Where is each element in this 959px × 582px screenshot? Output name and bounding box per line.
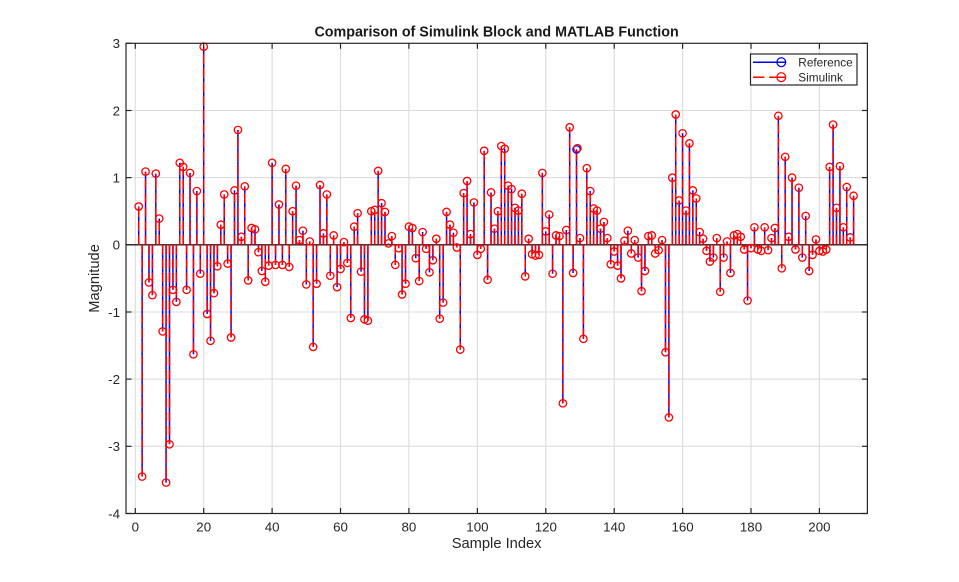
- svg-text:1: 1: [113, 170, 120, 185]
- svg-text:160: 160: [672, 520, 694, 535]
- svg-text:3: 3: [113, 36, 120, 51]
- svg-text:Reference: Reference: [798, 55, 853, 69]
- svg-text:120: 120: [535, 520, 557, 535]
- svg-text:-4: -4: [108, 506, 120, 521]
- svg-text:Simulink: Simulink: [798, 70, 843, 84]
- svg-text:60: 60: [333, 520, 348, 535]
- svg-text:Magnitude: Magnitude: [87, 244, 103, 313]
- svg-text:20: 20: [196, 520, 211, 535]
- svg-text:180: 180: [740, 520, 762, 535]
- svg-text:140: 140: [603, 520, 625, 535]
- svg-text:0: 0: [113, 238, 120, 253]
- svg-text:2: 2: [113, 103, 120, 118]
- svg-text:80: 80: [402, 520, 417, 535]
- svg-text:100: 100: [466, 520, 488, 535]
- svg-text:0: 0: [132, 520, 139, 535]
- svg-text:-2: -2: [108, 372, 120, 387]
- svg-text:40: 40: [265, 520, 280, 535]
- svg-text:-3: -3: [108, 439, 120, 454]
- svg-text:Sample Index: Sample Index: [452, 536, 542, 552]
- svg-text:200: 200: [808, 520, 830, 535]
- svg-text:Comparison of Simulink Block a: Comparison of Simulink Block and MATLAB …: [314, 25, 678, 41]
- svg-text:-1: -1: [108, 305, 120, 320]
